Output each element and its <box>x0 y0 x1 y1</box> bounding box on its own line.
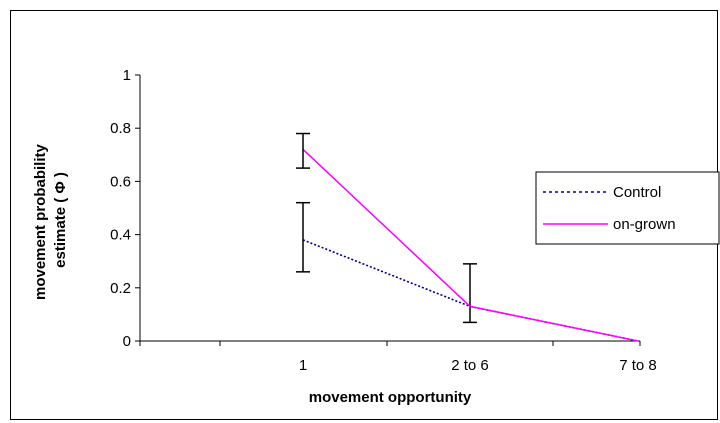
legend-label: Control <box>613 184 661 201</box>
error-bar <box>463 263 477 324</box>
y-tick-label: 1 <box>123 67 131 84</box>
y-tick-label: 0.4 <box>110 227 131 244</box>
y-tick-label: 0.2 <box>110 280 131 297</box>
legend-box <box>535 171 720 245</box>
y-tick-label: 0.8 <box>110 120 131 137</box>
x-tick-label: 2 to 6 <box>451 357 489 374</box>
axes: 0 0.2 0.4 0.6 0.8 1 1 2 to 6 7 to 8 <box>110 67 657 374</box>
x-axis-title: movement opportunity <box>309 389 472 406</box>
legend: Control on-grown <box>535 171 720 245</box>
error-bar <box>296 132 310 169</box>
x-tick-label: 7 to 8 <box>619 357 657 374</box>
legend-label: on-grown <box>613 216 676 233</box>
error-bar <box>296 201 310 273</box>
y-axis-title-line-2: estimate ( Φ ) <box>52 172 69 268</box>
chart-marks <box>296 132 639 342</box>
y-tick-label: 0 <box>123 333 131 350</box>
y-axis-title-line-1: movement probability <box>32 143 49 300</box>
x-tick-label: 1 <box>299 357 307 374</box>
y-axis-title: movement probability estimate ( Φ ) <box>32 140 69 300</box>
y-tick-label: 0.6 <box>110 173 131 190</box>
series-line-on-grown <box>302 148 639 342</box>
